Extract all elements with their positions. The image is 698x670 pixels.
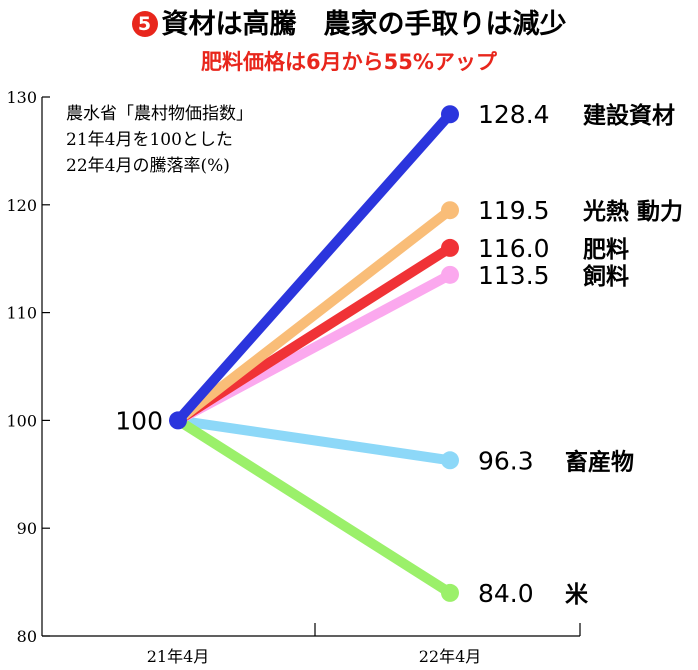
series-name-label: 米 — [565, 582, 589, 608]
source-note: 農水省「農村物価指数」 21年4月を100とした 22年4月の騰落率(%) — [66, 104, 253, 176]
chart-title: 資材は高騰 農家の手取りは減少 — [161, 9, 567, 40]
series-name-label: 肥料 — [583, 237, 629, 263]
series-end-value-label: 96.3 — [478, 446, 534, 475]
start-point-marker — [169, 411, 187, 430]
series-end-marker — [441, 451, 459, 470]
series-end-marker — [441, 583, 459, 602]
series-end-marker — [441, 201, 459, 220]
y-tick-label: 90 — [17, 519, 37, 538]
x-tick-label: 22年4月 — [419, 647, 482, 666]
series-line — [173, 109, 455, 426]
chart-title-row: 5 資材は高騰 農家の手取りは減少 — [0, 2, 698, 41]
series-end-value-label: 119.5 — [478, 196, 550, 225]
series-end-marker — [441, 265, 459, 284]
start-value-label: 100 — [115, 406, 163, 435]
series-lines — [173, 109, 455, 598]
y-tick-label: 100 — [6, 411, 37, 430]
y-tick-label: 110 — [6, 304, 37, 323]
x-tick-label: 21年4月 — [147, 647, 210, 666]
source-note-line-2: 21年4月を100とした — [66, 130, 233, 150]
series-end-value-label: 84.0 — [478, 579, 534, 608]
series-name-label: 飼料 — [582, 263, 629, 290]
y-tick-label: 130 — [6, 88, 37, 107]
source-note-line-3: 22年4月の騰落率(%) — [66, 156, 230, 176]
series-end-marker — [441, 238, 459, 257]
axes: 80 90 100 110 120 130 21年4月 22年4月 — [6, 88, 581, 666]
source-note-line-1: 農水省「農村物価指数」 — [66, 104, 253, 124]
series-end-marker — [441, 105, 459, 124]
series-end-value-label: 113.5 — [478, 261, 550, 290]
series-name-label: 光熱 動力 — [582, 199, 683, 225]
series-name-label: 建設資材 — [583, 102, 675, 129]
series-end-value-label: 128.4 — [478, 100, 550, 129]
data-labels: 128.4 建設資材 119.5 光熱 動力 116.0 肥料 113.5 飼料 96.3 畜産物… — [115, 100, 683, 608]
series-name-label: 畜産物 — [565, 448, 634, 475]
series-line — [173, 205, 455, 426]
series-end-value-label: 116.0 — [478, 234, 550, 263]
series-line — [173, 415, 455, 598]
series-line — [173, 415, 455, 466]
series-markers — [169, 105, 459, 602]
section-number-badge: 5 — [131, 11, 158, 37]
y-tick-label: 80 — [17, 627, 37, 646]
chart-subtitle: 肥料価格は6月から55%アップ — [201, 50, 497, 74]
y-tick-label: 120 — [6, 196, 37, 215]
